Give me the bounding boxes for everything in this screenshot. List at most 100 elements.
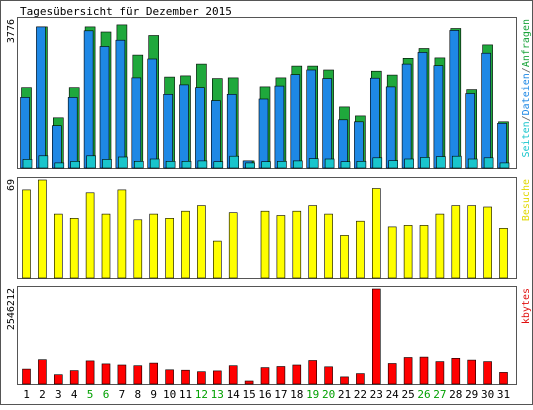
bar-top-seiten-day-14 [229, 155, 239, 169]
bar-bottom-kbytes-day-10 [165, 369, 174, 385]
x-tick-label-day-18: 18 [290, 388, 303, 401]
bar-middle-besuche-day-2 [38, 179, 47, 279]
bar-top-dateien-day-31 [497, 123, 507, 169]
bar-top-dateien-day-30 [481, 52, 491, 169]
bar-bottom-kbytes-day-27 [435, 361, 445, 385]
legend-part-top-0: Seiten [521, 121, 532, 157]
bar-top-dateien-day-7 [115, 39, 126, 169]
bar-top-dateien-day-13 [211, 100, 221, 169]
panel-frame-bottom [17, 286, 517, 385]
x-tick-label-day-6: 6 [103, 388, 110, 401]
bar-top-dateien-day-20 [322, 78, 332, 169]
bar-middle-besuche-day-27 [435, 213, 445, 279]
bar-top-dateien-day-10 [163, 94, 173, 169]
bar-bottom-kbytes-day-14 [228, 365, 238, 385]
x-tick-label-day-23: 23 [370, 388, 383, 401]
bar-top-seiten-day-31 [499, 162, 510, 169]
bar-top-dateien-day-3 [51, 125, 62, 169]
bar-middle-besuche-day-22 [356, 220, 365, 279]
bar-middle-besuche-day-6 [101, 213, 111, 279]
bar-bottom-kbytes-day-4 [69, 370, 79, 385]
bar-middle-besuche-day-20 [324, 213, 333, 279]
x-tick-label-day-2: 2 [39, 388, 46, 401]
bar-bottom-kbytes-day-22 [356, 373, 365, 385]
bar-bottom-kbytes-day-16 [260, 367, 270, 385]
legend-middle: Besuche [521, 179, 532, 221]
bar-top-dateien-day-23 [369, 77, 380, 169]
bar-bottom-kbytes-day-23 [371, 288, 381, 385]
bar-top-seiten-day-22 [356, 161, 367, 169]
legend-part-top-1: / [521, 115, 532, 121]
x-tick-label-day-28: 28 [449, 388, 462, 401]
bar-bottom-kbytes-day-30 [483, 361, 492, 385]
x-tick-label-day-26: 26 [417, 388, 430, 401]
legend-bottom: kbytes [521, 288, 532, 324]
bar-middle-besuche-day-30 [483, 206, 492, 279]
bar-top-dateien-day-18 [290, 74, 301, 169]
bar-top-dateien-day-16 [258, 98, 269, 169]
legend-part-top-2: Dateien [521, 73, 532, 115]
bar-bottom-kbytes-day-7 [117, 364, 127, 385]
bar-middle-besuche-day-16 [260, 210, 270, 279]
bar-top-seiten-day-16 [261, 161, 271, 169]
bar-bottom-kbytes-day-8 [133, 365, 143, 385]
x-tick-label-day-21: 21 [338, 388, 351, 401]
legend-part-top-3: / [521, 67, 532, 73]
x-tick-label-day-31: 31 [497, 388, 510, 401]
bar-top-dateien-day-19 [306, 69, 317, 169]
bar-middle-besuche-day-10 [165, 218, 174, 279]
legend-part-bottom-0: kbytes [521, 288, 532, 324]
bar-bottom-kbytes-day-31 [499, 372, 508, 385]
x-tick-label-day-12: 12 [195, 388, 208, 401]
bar-bottom-kbytes-day-5 [85, 360, 95, 385]
bar-middle-besuche-day-25 [403, 225, 413, 279]
bar-top-seiten-day-7 [118, 156, 128, 169]
bar-top-seiten-day-20 [324, 158, 335, 169]
bar-bottom-kbytes-day-20 [324, 366, 333, 385]
bar-top-seiten-day-9 [149, 158, 160, 169]
bar-top-dateien-day-8 [131, 77, 142, 169]
bar-top-seiten-day-25 [404, 158, 414, 169]
bar-top-dateien-day-5 [83, 30, 94, 169]
panel-frame-top [17, 17, 517, 169]
bar-middle-besuche-day-7 [117, 189, 127, 279]
chart-title: Tagesübersicht für Dezember 2015 [20, 5, 232, 18]
bar-middle-besuche-day-29 [467, 205, 477, 279]
bar-top-seiten-day-23 [372, 157, 383, 169]
bar-bottom-kbytes-day-13 [213, 370, 222, 385]
x-tick-label-day-22: 22 [354, 388, 367, 401]
x-tick-label-day-25: 25 [401, 388, 414, 401]
bar-top-seiten-day-2 [38, 155, 49, 169]
bar-top-dateien-day-1 [20, 97, 30, 169]
legend-part-middle-0: Besuche [521, 179, 532, 221]
bar-bottom-kbytes-day-25 [403, 357, 413, 385]
bar-middle-besuche-day-13 [213, 240, 222, 279]
bar-top-dateien-day-2 [36, 26, 46, 169]
x-tick-label-day-19: 19 [306, 388, 319, 401]
x-tick-label-day-17: 17 [274, 388, 287, 401]
bar-top-dateien-day-4 [67, 97, 78, 169]
ymax-label-bottom: 2546212 [6, 288, 17, 330]
bar-top-dateien-day-25 [401, 63, 412, 169]
x-tick-label-day-24: 24 [386, 388, 400, 401]
x-tick-label-day-27: 27 [433, 388, 446, 401]
bar-bottom-kbytes-day-19 [308, 360, 318, 385]
bar-top-seiten-day-29 [467, 158, 478, 169]
bar-middle-besuche-day-9 [149, 213, 158, 279]
bar-top-seiten-day-30 [483, 157, 494, 169]
legend-part-top-4: Anfragen [521, 19, 532, 67]
bar-middle-besuche-day-18 [292, 210, 302, 279]
bar-middle-besuche-day-17 [276, 215, 286, 279]
bar-top-dateien-day-29 [465, 93, 476, 169]
bar-top-seiten-day-5 [86, 155, 96, 169]
panel-frame-middle [17, 177, 517, 279]
bar-bottom-kbytes-day-1 [22, 368, 31, 385]
x-tick-label-day-20: 20 [322, 388, 335, 401]
bar-bottom-kbytes-day-29 [467, 359, 477, 385]
bar-middle-besuche-day-11 [181, 210, 190, 279]
bar-top-dateien-day-27 [433, 65, 444, 169]
bar-top-seiten-day-17 [277, 161, 287, 169]
